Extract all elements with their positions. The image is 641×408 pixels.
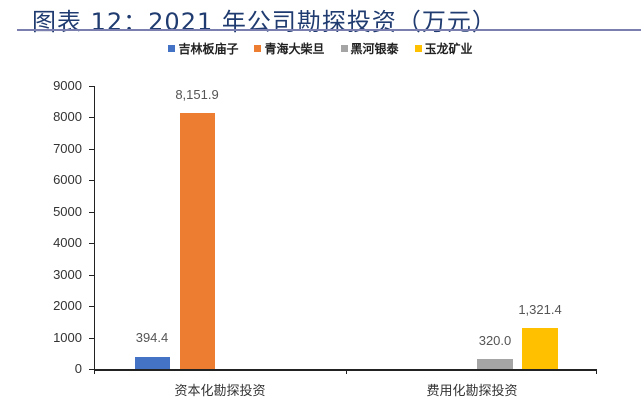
legend-label: 青海大柴旦: [264, 42, 325, 56]
y-tick: [89, 86, 94, 87]
chart-title: 图表 12：2021 年公司勘探投资（万元）: [32, 8, 497, 36]
y-tick-label: 4000: [53, 235, 82, 250]
legend-item: 黑河银泰: [340, 40, 399, 57]
y-tick: [89, 117, 94, 118]
legend-item: 青海大柴旦: [254, 40, 325, 57]
y-tick: [89, 369, 94, 370]
bar-jilin-banmiaozi: [135, 357, 170, 369]
y-tick-label: 8000: [53, 109, 82, 124]
x-tick: [346, 369, 347, 374]
legend-item: 玉龙矿业: [414, 40, 473, 57]
y-tick: [89, 180, 94, 181]
y-tick: [89, 149, 94, 150]
y-tick-label: 1000: [53, 330, 82, 345]
legend-swatch: [254, 45, 262, 52]
y-tick: [89, 338, 94, 339]
y-tick-label: 7000: [53, 141, 82, 156]
y-tick: [89, 306, 94, 307]
bar-heihe-yintai: [477, 359, 513, 369]
y-axis: [94, 86, 95, 370]
value-label: 1,321.4: [518, 302, 562, 317]
bar-yulong-kuangye: [522, 328, 558, 369]
y-tick: [89, 275, 94, 276]
legend: 吉林板庙子 青海大柴旦 黑河银泰 玉龙矿业: [0, 40, 641, 57]
legend-label: 吉林板庙子: [178, 42, 239, 56]
y-tick-label: 2000: [53, 298, 82, 313]
category-label: 费用化勘探投资: [426, 384, 518, 399]
value-label: 394.4: [135, 330, 169, 345]
y-tick-label: 5000: [53, 204, 82, 219]
legend-swatch: [414, 45, 422, 52]
y-tick: [89, 243, 94, 244]
legend-swatch: [340, 45, 348, 52]
y-tick: [89, 212, 94, 213]
bar-qinghai-dachaidan: [180, 113, 215, 369]
y-tick-label: 6000: [53, 172, 82, 187]
legend-label: 黑河银泰: [350, 42, 399, 56]
x-axis: [94, 369, 597, 371]
value-label: 320.0: [478, 333, 512, 348]
value-label: 8,151.9: [175, 87, 219, 102]
y-tick-label: 0: [74, 361, 82, 376]
y-tick-label: 9000: [53, 78, 82, 93]
x-tick: [94, 369, 95, 374]
legend-item: 吉林板庙子: [168, 40, 238, 57]
category-label: 资本化勘探投资: [174, 384, 266, 399]
legend-label: 玉龙矿业: [424, 42, 473, 56]
legend-swatch: [168, 45, 176, 52]
y-tick-label: 3000: [53, 267, 82, 282]
x-tick: [596, 369, 597, 374]
title-underline: [17, 29, 641, 31]
